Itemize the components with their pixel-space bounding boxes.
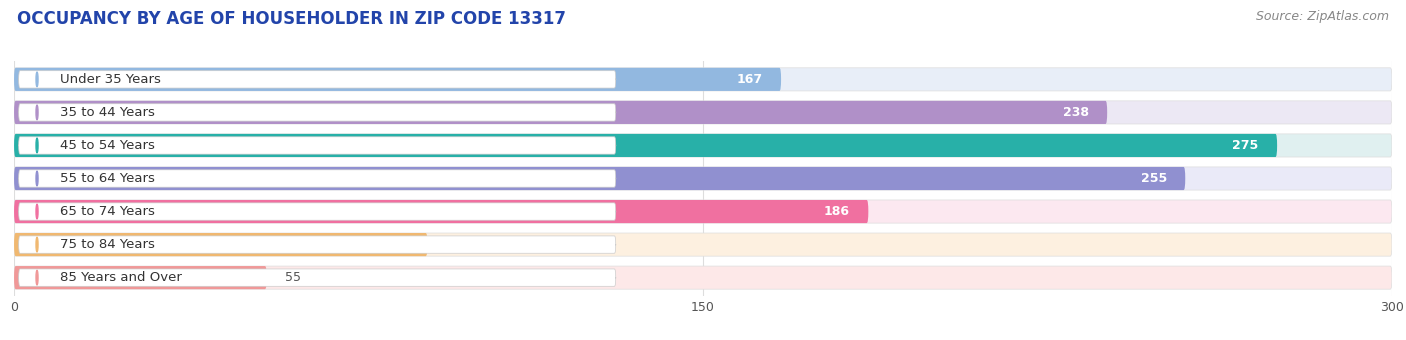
FancyBboxPatch shape [14,167,1392,190]
Text: 35 to 44 Years: 35 to 44 Years [60,106,155,119]
Text: 45 to 54 Years: 45 to 54 Years [60,139,155,152]
Text: 90: 90 [392,238,409,251]
Text: Under 35 Years: Under 35 Years [60,73,160,86]
Text: 75 to 84 Years: 75 to 84 Years [60,238,155,251]
Circle shape [37,72,38,87]
FancyBboxPatch shape [18,203,616,220]
FancyBboxPatch shape [14,233,427,256]
FancyBboxPatch shape [18,137,616,154]
Text: 186: 186 [824,205,851,218]
FancyBboxPatch shape [14,134,1277,157]
FancyBboxPatch shape [14,167,1185,190]
FancyBboxPatch shape [18,104,616,121]
Text: 55 to 64 Years: 55 to 64 Years [60,172,155,185]
Circle shape [37,138,38,153]
FancyBboxPatch shape [14,233,1392,256]
FancyBboxPatch shape [14,68,1392,91]
FancyBboxPatch shape [18,71,616,88]
Text: 238: 238 [1063,106,1088,119]
Text: 167: 167 [737,73,762,86]
Text: 55: 55 [285,271,301,284]
FancyBboxPatch shape [14,266,1392,289]
Text: 85 Years and Over: 85 Years and Over [60,271,181,284]
FancyBboxPatch shape [14,266,267,289]
FancyBboxPatch shape [18,170,616,187]
Text: OCCUPANCY BY AGE OF HOUSEHOLDER IN ZIP CODE 13317: OCCUPANCY BY AGE OF HOUSEHOLDER IN ZIP C… [17,10,565,28]
FancyBboxPatch shape [14,101,1392,124]
FancyBboxPatch shape [14,200,869,223]
Text: 65 to 74 Years: 65 to 74 Years [60,205,155,218]
FancyBboxPatch shape [14,68,782,91]
FancyBboxPatch shape [14,101,1107,124]
Text: 255: 255 [1140,172,1167,185]
FancyBboxPatch shape [18,236,616,253]
Text: 275: 275 [1233,139,1258,152]
Circle shape [37,105,38,120]
Circle shape [37,237,38,252]
Circle shape [37,171,38,186]
FancyBboxPatch shape [18,269,616,286]
Text: Source: ZipAtlas.com: Source: ZipAtlas.com [1256,10,1389,23]
FancyBboxPatch shape [14,134,1392,157]
Circle shape [37,204,38,219]
Circle shape [37,270,38,285]
FancyBboxPatch shape [14,200,1392,223]
